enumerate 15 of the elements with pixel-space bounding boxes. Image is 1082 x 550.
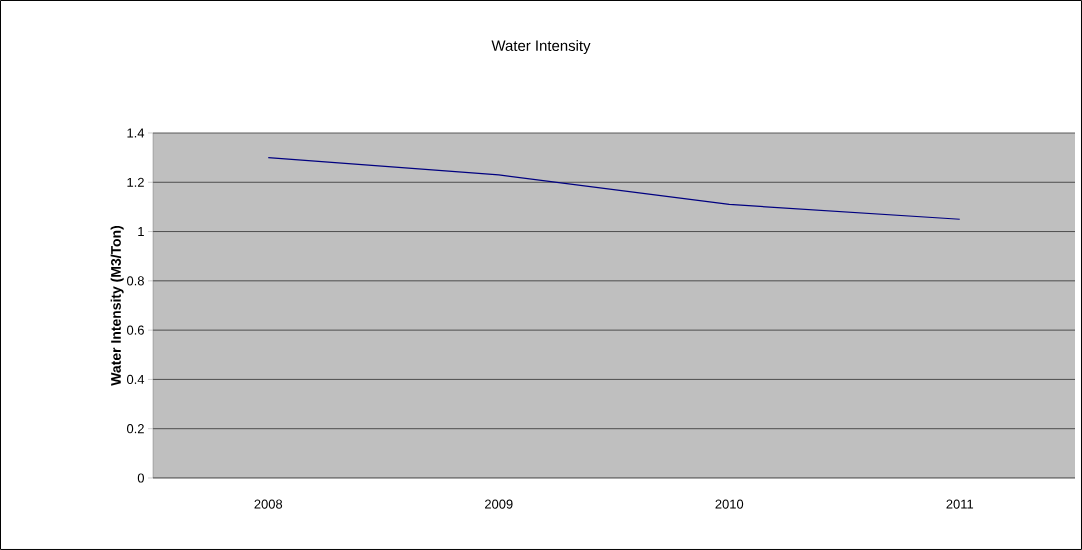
y-tick-label: 0.8 [126, 276, 144, 286]
line-series [267, 157, 961, 220]
x-tick-label: 2011 [946, 499, 974, 509]
y-tick-label: 1.2 [127, 177, 144, 187]
x-tick-label: 2009 [485, 499, 513, 509]
x-tick-label: 2008 [254, 499, 283, 509]
y-tick-label: 1.4 [127, 128, 145, 138]
y-tick-label: 0.6 [126, 325, 144, 335]
y-tick-label: 0.4 [126, 374, 145, 384]
x-tick-label: 2010 [715, 499, 744, 509]
y-tick-label: 1 [138, 227, 144, 237]
chart-title: Water Intensity [491, 40, 591, 54]
y-tick-label: 0 [137, 473, 144, 483]
y-tick-label: 0.2 [126, 424, 144, 434]
y-axis-title: Water Intensity (M3/Ton) [110, 225, 124, 386]
